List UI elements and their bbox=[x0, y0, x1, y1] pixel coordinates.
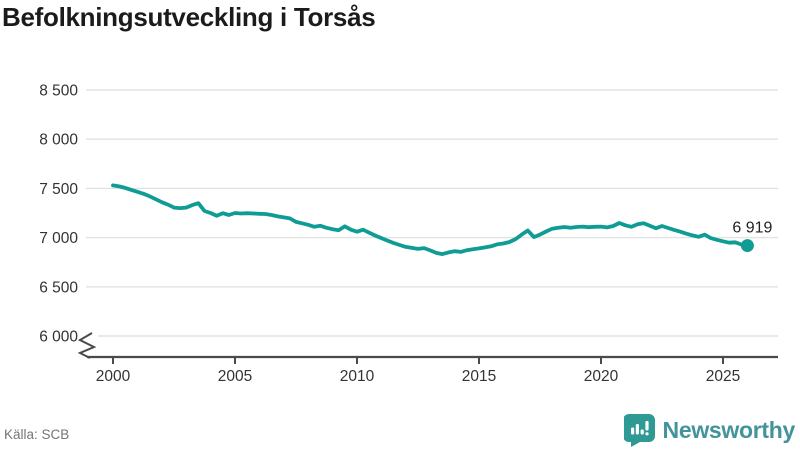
y-tick-label: 8 500 bbox=[39, 83, 78, 100]
y-tick-label: 7 500 bbox=[39, 181, 78, 198]
bar-chart-speech-bubble-icon bbox=[623, 414, 655, 447]
y-tick-label: 7 000 bbox=[39, 230, 78, 247]
x-tick-label: 2020 bbox=[584, 368, 619, 385]
y-tick-label: 6 000 bbox=[39, 329, 78, 346]
chart-title: Befolkningsutveckling i Torsås bbox=[2, 2, 376, 32]
source-note: Källa: SCB bbox=[4, 427, 70, 442]
newsworthy-wordmark: Newsworthy bbox=[662, 417, 796, 443]
newsworthy-logo: Newsworthy bbox=[623, 414, 796, 447]
population-line bbox=[111, 183, 750, 257]
last-value-label: 6 919 bbox=[732, 220, 772, 237]
x-tick-label: 2000 bbox=[96, 368, 131, 385]
axis-break-zigzag bbox=[77, 332, 97, 359]
x-tick-label: 2005 bbox=[218, 368, 252, 385]
x-tick-label: 2010 bbox=[340, 368, 375, 385]
y-tick-label: 8 000 bbox=[39, 132, 78, 149]
last-point-dot bbox=[740, 239, 754, 253]
x-tick-label: 2025 bbox=[706, 368, 740, 385]
x-tick-label: 2015 bbox=[462, 368, 496, 385]
y-tick-label: 6 500 bbox=[39, 279, 78, 296]
